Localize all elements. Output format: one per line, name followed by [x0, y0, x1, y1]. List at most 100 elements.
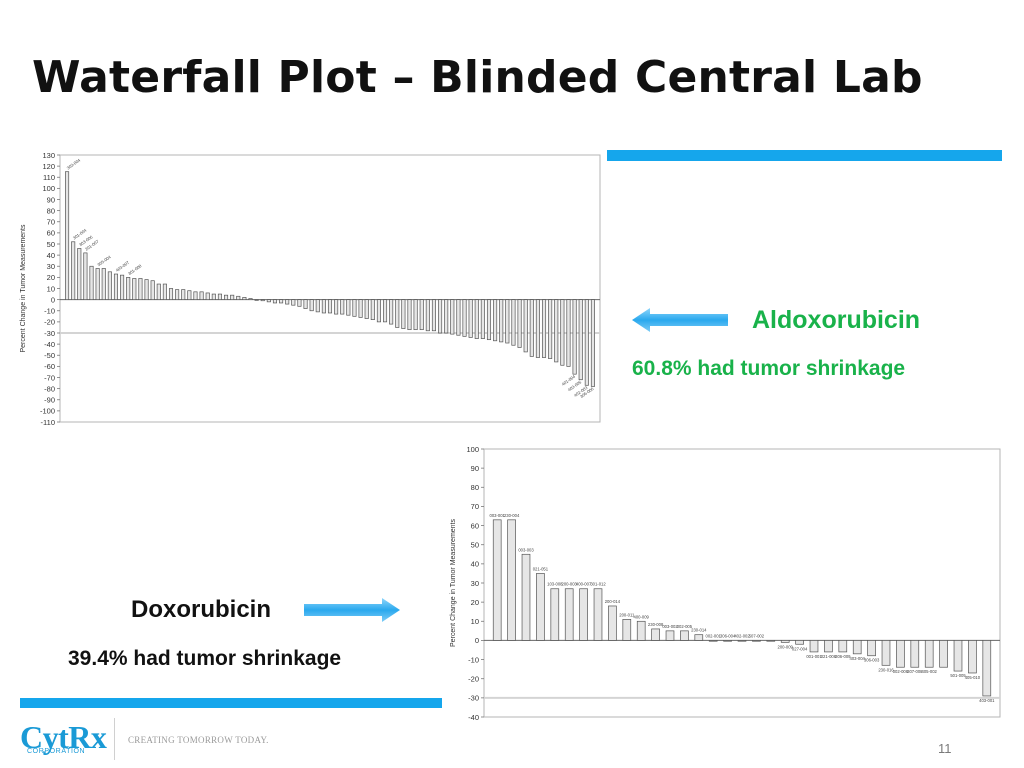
bar	[499, 299, 504, 343]
bar-label: 230-008	[648, 622, 664, 627]
bar-label: 402-002	[734, 633, 750, 638]
bar-label: 230-014	[691, 628, 707, 633]
bar	[924, 640, 934, 668]
bar	[521, 553, 531, 641]
y-tick-label: -30	[44, 329, 55, 338]
y-tick-label: 100	[466, 445, 479, 454]
bar	[795, 640, 804, 645]
bar	[680, 630, 689, 641]
bar	[572, 299, 577, 375]
footer-divider	[114, 718, 115, 760]
bar	[953, 640, 963, 672]
bar-label: 306-004	[720, 633, 736, 638]
bar	[272, 299, 277, 304]
bar	[486, 299, 492, 341]
cytrx-logo: CytRx	[20, 719, 107, 755]
bar	[431, 299, 436, 332]
bar	[327, 299, 333, 314]
bar	[480, 299, 485, 339]
page-number: 11	[938, 741, 952, 756]
bar	[413, 299, 418, 331]
bar	[554, 299, 559, 363]
bar	[622, 619, 632, 641]
bar	[187, 290, 192, 300]
bar	[236, 295, 241, 300]
bar	[358, 299, 363, 318]
y-tick-label: 70	[471, 502, 479, 511]
bar-label: 002-001	[706, 633, 722, 638]
bar	[608, 605, 617, 641]
y-tick-label: -10	[44, 307, 55, 316]
bar-label: 200-003	[562, 582, 578, 587]
bar-label: 003-003	[518, 547, 534, 552]
bar	[517, 299, 522, 348]
y-axis-label: Percent Change in Tumor Measurements	[450, 519, 457, 648]
bar	[505, 299, 510, 344]
bar	[95, 268, 100, 300]
bar	[211, 293, 216, 300]
bar-label: 200-011	[619, 612, 635, 617]
bar-label: 507-002	[749, 633, 765, 638]
aldoxorubicin-label: Aldoxorubicin	[752, 306, 921, 334]
bar-label: 307-008	[907, 669, 923, 674]
bar-label: 400-009	[634, 614, 650, 619]
accent-stripe-top	[607, 150, 1002, 161]
bar	[346, 299, 351, 316]
bar	[107, 271, 112, 300]
bar	[752, 640, 761, 642]
bar	[492, 519, 502, 641]
bar	[636, 620, 646, 641]
y-tick-label: 40	[47, 251, 55, 260]
bar	[156, 283, 161, 300]
bar	[694, 634, 704, 641]
bar	[65, 171, 70, 300]
bar	[456, 299, 461, 336]
y-tick-label: -20	[44, 318, 55, 327]
y-tick-label: 30	[47, 262, 55, 271]
bar	[230, 294, 235, 300]
bar-label: 021-006	[821, 654, 837, 659]
bar	[529, 299, 534, 357]
bar	[584, 299, 589, 386]
bar	[450, 299, 455, 335]
bar	[493, 299, 498, 342]
bar	[242, 297, 247, 300]
aldoxorubicin-shrinkage-stat: 60.8% had tumor shrinkage	[632, 357, 906, 380]
bar	[224, 294, 229, 300]
bar	[939, 640, 948, 668]
bar	[838, 640, 848, 653]
bar	[968, 640, 977, 674]
bar-label: 003-001	[490, 513, 506, 518]
bar-label: 306-003	[864, 658, 880, 663]
bar	[507, 519, 516, 641]
bar	[113, 273, 119, 300]
bar-label: 001-001	[806, 654, 822, 659]
y-tick-label: -60	[44, 362, 55, 371]
bar	[578, 299, 583, 381]
bar	[138, 278, 143, 300]
y-tick-label: 50	[47, 240, 55, 249]
y-tick-label: 90	[471, 464, 479, 473]
doxorubicin-waterfall-chart: -40 -30 -20 -10 0 10 20 30 40 50 60 70 80 90 100 Percen…	[450, 445, 1001, 722]
bar	[536, 573, 545, 641]
bar	[89, 265, 94, 300]
bar	[550, 588, 560, 641]
bar	[217, 293, 222, 300]
bar	[193, 291, 198, 300]
bar	[780, 640, 790, 643]
bar	[511, 299, 516, 346]
y-tick-label: -90	[44, 396, 55, 405]
bar-label: 230-016	[878, 667, 894, 672]
y-tick-label: 110	[43, 173, 55, 182]
bar	[910, 640, 920, 668]
bar	[896, 640, 905, 668]
bar	[566, 299, 571, 367]
bar	[150, 280, 155, 300]
bar-label: 021-051	[533, 566, 549, 571]
bar	[560, 299, 565, 366]
bar	[444, 299, 449, 334]
bar	[77, 248, 82, 300]
y-tick-label: 60	[471, 521, 479, 530]
bar	[579, 588, 588, 641]
bar	[71, 241, 76, 300]
